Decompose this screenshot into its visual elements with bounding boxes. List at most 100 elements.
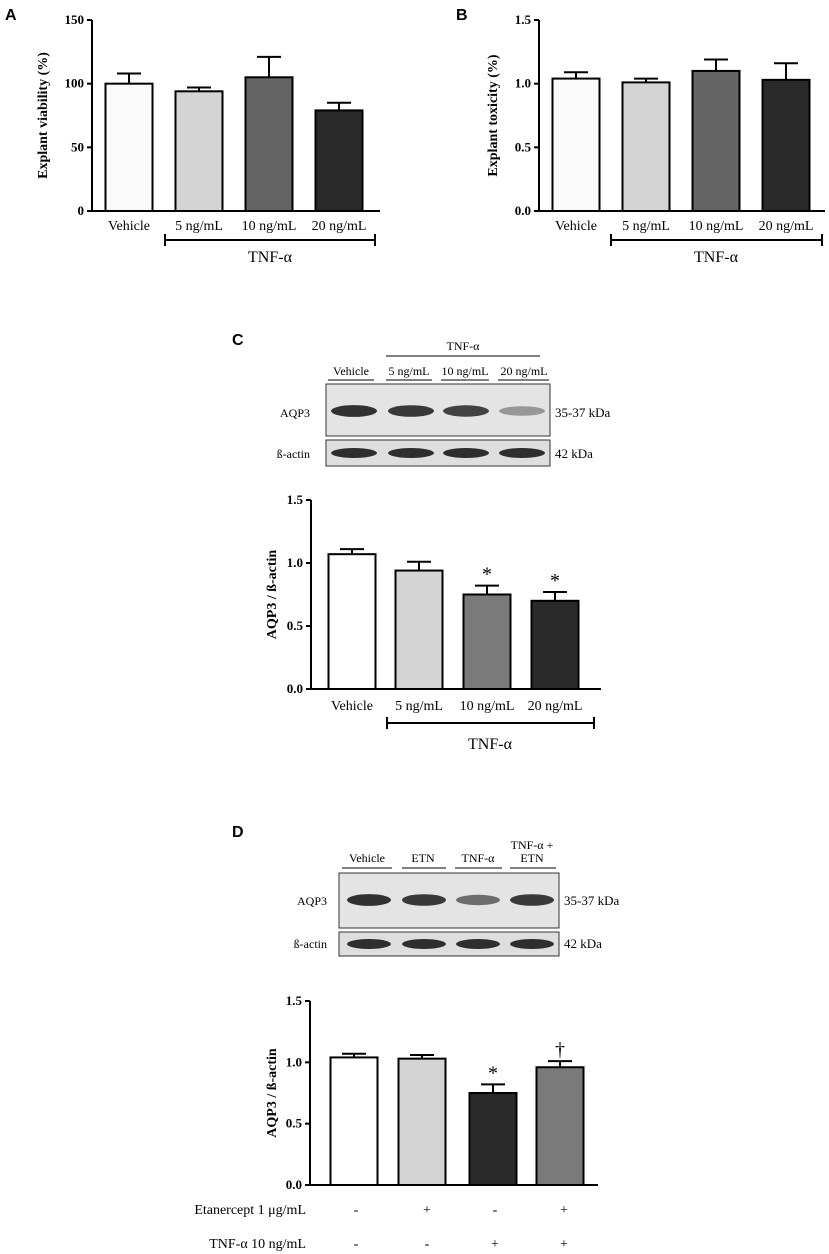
y-axis-label: AQP3 / ß-actin <box>265 550 280 640</box>
blot-c-bands <box>331 405 545 458</box>
category-label: 5 ng/mL <box>395 699 443 714</box>
significance-mark: * <box>550 570 560 592</box>
condition-sign: - <box>354 1203 359 1218</box>
condition-sign: + <box>423 1203 431 1218</box>
bar <box>530 599 580 690</box>
bar <box>397 1057 447 1186</box>
bar <box>244 76 294 212</box>
y-tick-label: 1.5 <box>287 492 304 507</box>
condition-sign: - <box>354 1237 359 1252</box>
significance-mark: † <box>555 1039 565 1061</box>
y-axis-label: Explant toxicity (%) <box>486 54 501 176</box>
blot-d-lane-label: TNF-α + <box>511 838 554 852</box>
panel-label-c: C <box>232 332 244 349</box>
y-tick-label: 1.5 <box>515 12 532 27</box>
band-actin <box>499 448 545 458</box>
blot-d-bands <box>347 894 554 949</box>
blot-d-row-label-actin: ß-actin <box>294 937 327 951</box>
band-aqp3 <box>347 894 391 906</box>
y-tick-label: 100 <box>65 76 85 91</box>
blot-d-lane-label: ETN <box>411 851 435 865</box>
y-tick-label: 0.0 <box>515 203 531 218</box>
blot-c-row-label-aqp3: AQP3 <box>280 406 310 420</box>
y-tick-label: 1.5 <box>286 993 303 1008</box>
band-actin <box>331 448 377 458</box>
category-label: 20 ng/mL <box>528 699 583 714</box>
blot-c-lane-label: 5 ng/mL <box>389 364 430 378</box>
y-tick-label: 1.0 <box>515 76 531 91</box>
blot-d-lane-label: TNF-α <box>462 851 496 865</box>
category-label: 10 ng/mL <box>689 219 744 234</box>
bar <box>535 1066 585 1186</box>
significance-mark: * <box>488 1062 498 1084</box>
chart-c-aqp3-ratio: 0.0 0.5 1.0 1.5 AQP3 / ß-actin Vehicle 5 ng/mL… <box>265 492 601 753</box>
group-label: TNF-α <box>694 249 739 266</box>
chart-d-aqp3-ratio: 0.0 0.5 1.0 1.5 AQP3 / ß-actin * † <box>265 993 598 1192</box>
significance-mark: * <box>482 564 492 586</box>
band-aqp3 <box>443 405 489 417</box>
y-tick-label: 0.5 <box>286 1116 303 1131</box>
band-actin <box>388 448 434 458</box>
condition-sign: + <box>491 1237 499 1252</box>
band-aqp3 <box>331 405 377 417</box>
category-label: 5 ng/mL <box>175 219 223 234</box>
category-label: 10 ng/mL <box>460 699 515 714</box>
band-actin <box>347 939 391 949</box>
blot-c-kda-actin: 42 kDa <box>555 446 593 461</box>
band-aqp3 <box>510 894 554 906</box>
group-label: TNF-α <box>468 736 513 753</box>
bar <box>394 569 444 690</box>
band-actin <box>510 939 554 949</box>
band-actin <box>456 939 500 949</box>
bar <box>468 1092 518 1186</box>
y-tick-label: 0.0 <box>287 681 303 696</box>
group-label: TNF-α <box>248 249 293 266</box>
blot-d-kda-actin: 42 kDa <box>564 936 602 951</box>
bar <box>327 553 377 690</box>
blot-c-lane-label: 10 ng/mL <box>442 364 489 378</box>
bar <box>104 82 154 212</box>
y-axis-label: Explant viability (%) <box>36 52 51 179</box>
bar <box>314 109 364 212</box>
blot-c-group-label: TNF-α <box>447 339 481 353</box>
blot-d-row-label-aqp3: AQP3 <box>297 894 327 908</box>
category-label: 20 ng/mL <box>759 219 814 234</box>
band-aqp3 <box>388 405 434 417</box>
bar <box>551 77 601 212</box>
band-aqp3 <box>499 406 545 416</box>
blot-d-lane-label: ETN <box>520 851 544 865</box>
bar <box>621 81 671 213</box>
band-aqp3 <box>456 894 500 906</box>
panel-label-b: B <box>456 7 468 24</box>
condition-table-d: Etanercept 1 μg/mL TNF-α 10 ng/mL - + - … <box>194 1203 568 1252</box>
y-tick-label: 150 <box>65 12 85 27</box>
condition-label-etanercept: Etanercept 1 μg/mL <box>194 1203 306 1218</box>
condition-sign: + <box>560 1203 568 1218</box>
category-label: Vehicle <box>331 699 373 714</box>
chart-a-viability: 0 50 100 150 Explant viability (%) Vehicle 5 n… <box>36 12 380 266</box>
category-label: 20 ng/mL <box>312 219 367 234</box>
band-actin <box>443 448 489 458</box>
category-label: Vehicle <box>108 219 150 234</box>
western-blot-c: TNF-α Vehicle 5 ng/mL 10 ng/mL 20 ng/mL … <box>277 339 610 467</box>
band-actin <box>402 939 446 949</box>
blot-c-lane-label: 20 ng/mL <box>501 364 548 378</box>
y-tick-label: 0.0 <box>286 1177 302 1192</box>
bar <box>691 69 741 212</box>
panel-label-d: D <box>232 824 244 841</box>
y-axis-label: AQP3 / ß-actin <box>265 1048 280 1138</box>
bar <box>462 593 512 690</box>
condition-sign: - <box>425 1237 430 1252</box>
chart-b-toxicity: 0.0 0.5 1.0 1.5 Explant toxicity (%) Vehicle 5… <box>486 12 825 266</box>
y-tick-label: 0 <box>78 203 85 218</box>
blot-c-kda-aqp3: 35-37 kDa <box>555 405 610 420</box>
y-tick-label: 0.5 <box>287 618 304 633</box>
condition-sign: - <box>493 1203 498 1218</box>
bar <box>761 78 811 212</box>
blot-c-row-label-actin: ß-actin <box>277 447 310 461</box>
band-aqp3 <box>402 894 446 906</box>
y-tick-label: 1.0 <box>287 555 303 570</box>
category-label: 10 ng/mL <box>242 219 297 234</box>
category-label: 5 ng/mL <box>622 219 670 234</box>
